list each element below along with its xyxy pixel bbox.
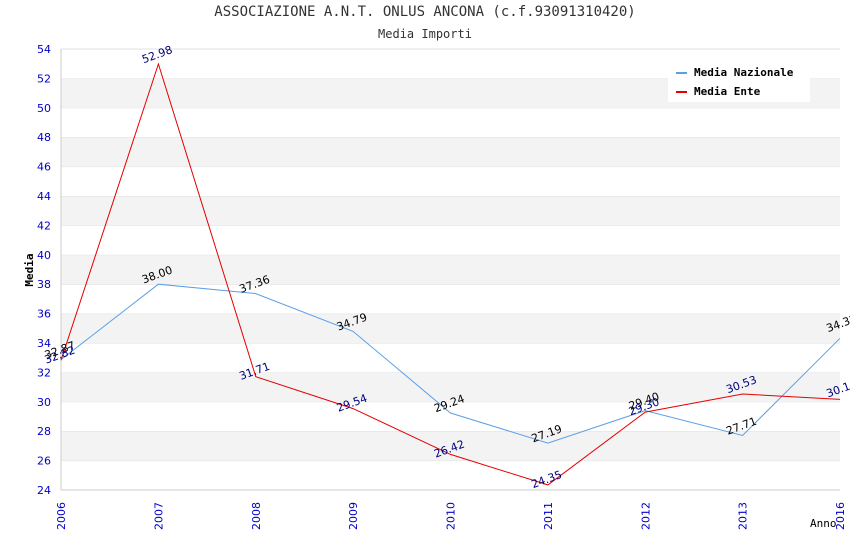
y-axis-title: Media [23,253,36,286]
grid-band [61,372,840,402]
grid-band [61,107,840,138]
y-tick-label: 44 [37,190,51,203]
grid-band [61,431,840,461]
x-tick-label: 2016 [834,502,847,530]
grid-band [61,254,840,285]
x-tick-label: 2013 [737,502,750,530]
x-axis-title: Anno [810,517,837,530]
grid-band [61,401,840,432]
series-line-media-ente [60,62,841,486]
x-tick-label: 2011 [542,502,555,530]
y-tick-label: 38 [37,278,51,291]
grid-band [61,196,840,226]
y-tick-label: 24 [37,484,51,497]
y-tick-label: 30 [37,396,51,409]
chart-subtitle: Media Importi [378,27,472,41]
y-tick-label: 52 [37,72,51,85]
series-lines [60,62,841,486]
grid-band [61,313,840,343]
x-tick-label: 2009 [347,502,360,530]
legend-label-media-ente: Media Ente [694,85,761,98]
x-tick-label: 2012 [639,502,652,530]
grid-band [61,225,840,255]
grid-band [61,137,840,167]
y-tick-label: 40 [37,249,51,262]
grid-band [61,460,840,490]
y-tick-label: 34 [37,337,51,350]
y-tick-label: 28 [37,425,51,438]
y-tick-labels: 24 26 28 30 32 34 36 38 40 42 44 46 48 50 52 54 [37,43,51,497]
x-tick-label: 2006 [55,502,68,530]
x-tick-labels: 2006 2007 2008 2009 2010 2011 2012 2013 2016 [55,502,847,530]
y-tick-label: 46 [37,161,51,174]
grid-band [61,166,840,196]
x-tick-label: 2010 [445,502,458,530]
y-tick-label: 54 [37,43,51,56]
y-tick-label: 42 [37,219,51,232]
legend-label-media-nazionale: Media Nazionale [694,66,794,79]
y-tick-label: 36 [37,308,51,321]
series-line-media-nazionale [60,283,841,444]
grid-band [61,343,840,373]
grid-bands [61,48,840,490]
axes [60,49,840,491]
legend-box [668,60,810,102]
legend: Media Nazionale Media Ente [668,60,810,102]
x-tick-label: 2008 [250,502,263,530]
x-tick-label: 2007 [152,502,165,530]
y-tick-label: 48 [37,131,51,144]
y-tick-label: 32 [37,366,51,379]
y-tick-label: 50 [37,102,51,115]
grid-band [61,284,840,314]
y-tick-label: 26 [37,455,51,468]
chart-title: ASSOCIAZIONE A.N.T. ONLUS ANCONA (c.f.93… [214,4,636,20]
